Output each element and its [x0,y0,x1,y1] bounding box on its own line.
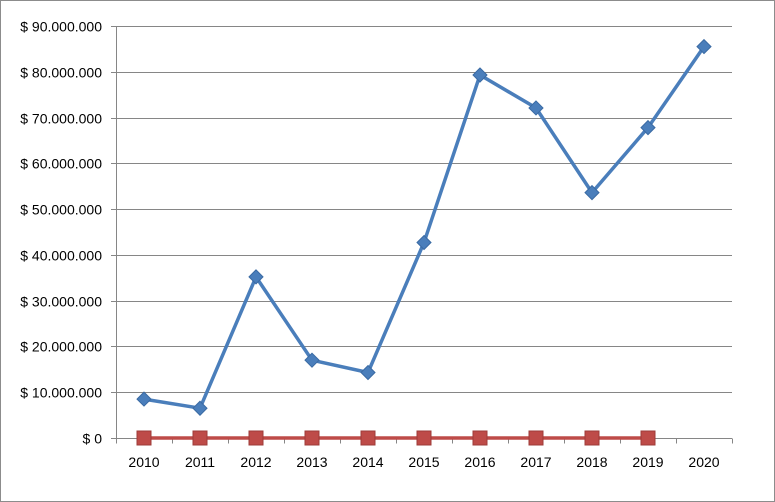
gridlines [116,26,732,393]
data-point [136,430,152,446]
data-point [248,269,264,285]
x-tick-label: 2012 [240,454,271,470]
x-tick-label: 2019 [632,454,663,470]
y-tick-label: $ 10.000.000 [20,385,102,401]
data-point [472,67,488,83]
y-tick-label: $ 40.000.000 [20,248,102,264]
data-point [360,430,376,446]
data-point [584,184,600,201]
data-point [304,352,320,368]
y-axis-tick-labels: $ 0 $ 10.000.000 $ 20.000.000 $ 30.000.000 $… [20,19,102,447]
y-tick-label: $ 20.000.000 [20,339,102,355]
data-point [696,38,712,55]
x-tick-label: 2017 [520,454,551,470]
data-point [192,430,208,446]
data-point [528,430,544,446]
y-tick-label: $ 70.000.000 [20,111,102,127]
data-point [528,100,544,116]
series-2 [136,430,656,446]
data-point [472,430,488,446]
data-point [584,430,600,446]
y-tick-label: $ 60.000.000 [20,156,102,172]
data-point [416,430,432,446]
data-point [640,119,656,136]
series-1 [136,38,712,416]
x-tick-label: 2018 [576,454,607,470]
x-tick-label: 2013 [296,454,327,470]
y-tick-label: $ 30.000.000 [20,294,102,310]
x-tick-label: 2020 [688,454,719,470]
y-tick-label: $ 50.000.000 [20,202,102,218]
data-point [192,400,208,416]
data-point [248,430,264,446]
data-point [136,391,152,407]
data-point [640,430,656,446]
x-tick-label: 2010 [128,454,159,470]
data-point [416,234,432,251]
y-tick-label: $ 90.000.000 [20,19,102,35]
x-tick-label: 2011 [185,454,215,470]
x-axis-tick-labels: 2010 2011 2012 2013 2014 2015 2016 2017 2018 2019… [128,454,719,470]
y-tick-label: $ 80.000.000 [20,65,102,81]
series [136,38,712,446]
data-point [304,430,320,446]
series-line [143,45,706,410]
data-point [360,364,376,381]
x-tick-label: 2016 [464,454,495,470]
axes [111,26,733,444]
x-tick-label: 2015 [408,454,439,470]
x-tick-label: 2014 [352,454,383,470]
y-tick-label: $ 0 [83,431,103,447]
